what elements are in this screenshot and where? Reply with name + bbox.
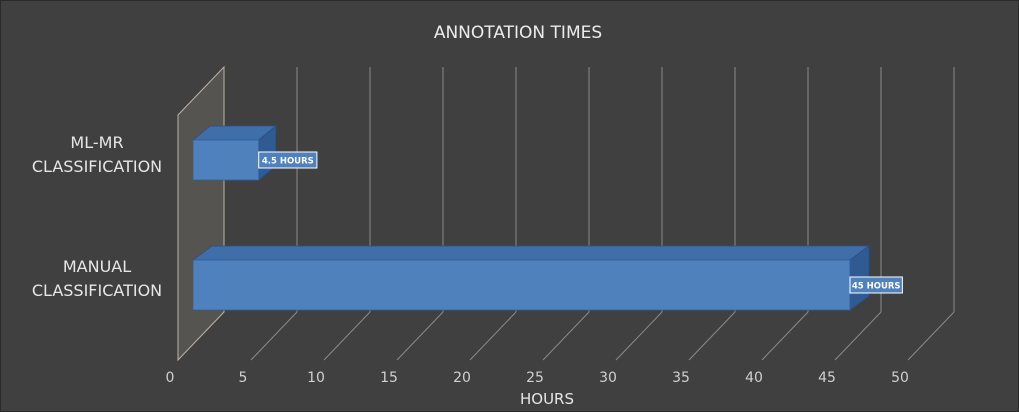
gridlines [250, 67, 955, 361]
bar-front-face [192, 259, 851, 311]
category-labels: ML-MR CLASSIFICATION MANUAL CLASSIFICATION [32, 133, 162, 300]
gridline-floor [323, 311, 371, 361]
category-label-line: CLASSIFICATION [32, 157, 162, 176]
category-label-line: CLASSIFICATION [32, 281, 162, 300]
category-label: ML-MR CLASSIFICATION [32, 133, 162, 176]
x-axis-label: HOURS [520, 390, 574, 408]
bars: 4.5 HOURS 45 HOURS [191, 125, 903, 311]
gridline-floor [250, 311, 298, 361]
x-tick-labels: 0 5 10 15 20 25 30 35 40 45 50 [166, 370, 909, 386]
x-tick-label: 20 [453, 370, 471, 386]
gridline-floor [396, 311, 444, 361]
data-label: 45 HOURS [852, 282, 901, 292]
data-label: 4.5 HOURS [262, 157, 314, 167]
bar-front-face [192, 139, 260, 181]
category-label-line: MANUAL [63, 257, 131, 276]
x-tick-label: 45 [818, 370, 836, 386]
x-tick-label: 35 [672, 370, 690, 386]
bar: 4.5 HOURS [191, 125, 318, 181]
data-label-box [258, 151, 318, 169]
chart-title: ANNOTATION TIMES [434, 23, 602, 43]
gridline-floor [688, 311, 736, 361]
data-label-box [849, 276, 903, 294]
gridline-floor [615, 311, 663, 361]
x-tick-label: 5 [239, 370, 248, 386]
gridline-floor [834, 311, 882, 361]
gridline-floor [761, 311, 809, 361]
x-tick-label: 15 [380, 370, 398, 386]
category-label-line: ML-MR [70, 133, 123, 152]
bar-top-face [191, 245, 871, 261]
chart-back-wall [177, 65, 225, 362]
x-tick-label: 0 [166, 370, 175, 386]
x-tick-label: 10 [307, 370, 325, 386]
x-tick-label: 25 [526, 370, 544, 386]
gridline-floor [542, 311, 590, 361]
x-tick-label: 40 [745, 370, 763, 386]
x-tick-label: 30 [599, 370, 617, 386]
x-tick-label: 50 [891, 370, 909, 386]
bar: 45 HOURS [191, 245, 903, 311]
gridline-floor [469, 311, 517, 361]
gridline-floor [907, 311, 955, 361]
category-label: MANUAL CLASSIFICATION [32, 257, 162, 300]
